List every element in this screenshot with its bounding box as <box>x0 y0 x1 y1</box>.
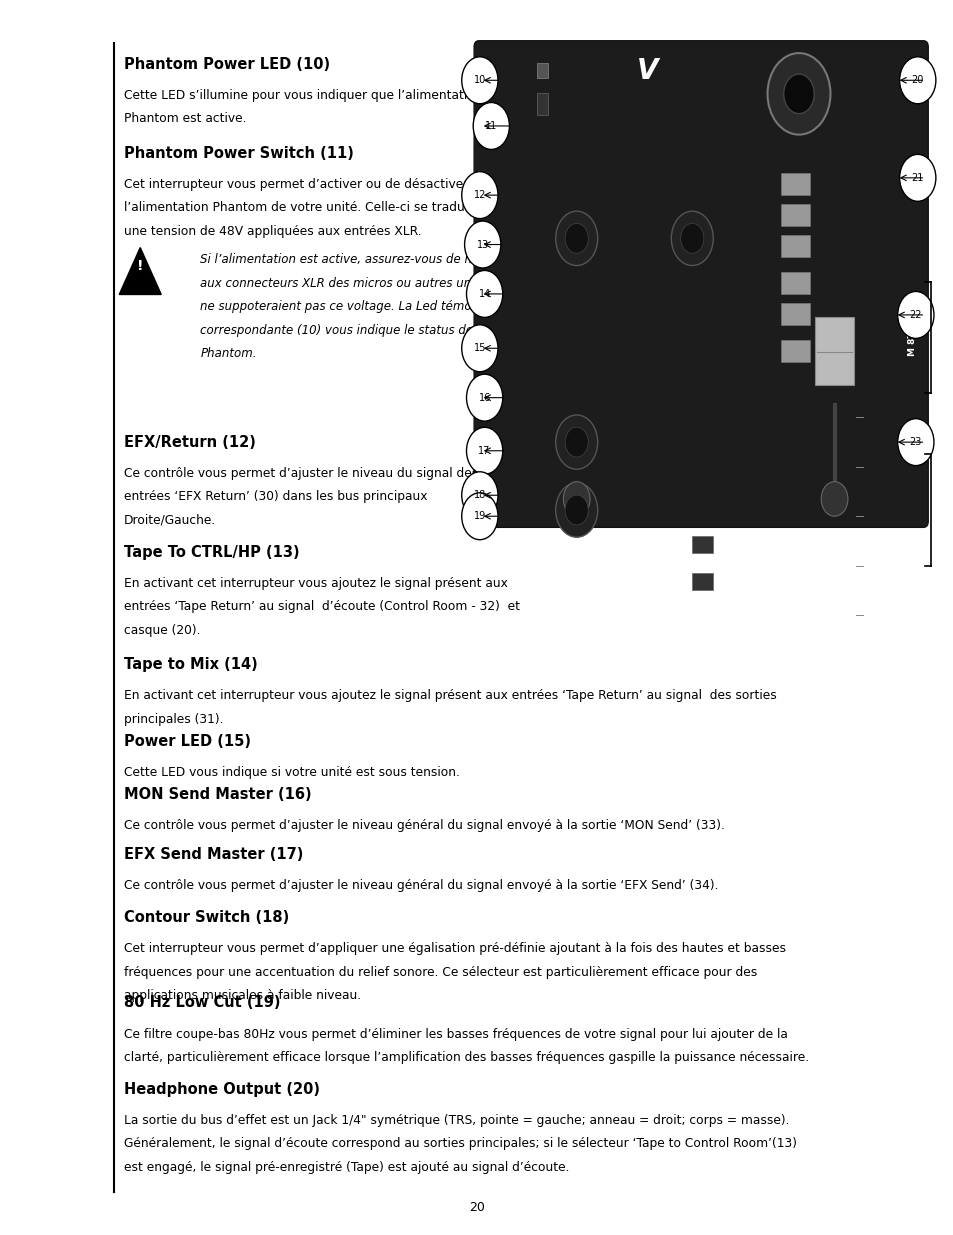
Text: casque (20).: casque (20). <box>124 624 200 637</box>
Bar <box>781 204 809 226</box>
Text: Droite/Gauche.: Droite/Gauche. <box>124 514 216 527</box>
Text: Ce contrôle vous permet d’ajuster le niveau général du signal envoyé à la sortie: Ce contrôle vous permet d’ajuster le niv… <box>124 819 724 832</box>
Text: !: ! <box>137 259 143 273</box>
Circle shape <box>680 224 703 253</box>
Text: La sortie du bus d’effet est un Jack 1/4" symétrique (TRS, pointe = gauche; anne: La sortie du bus d’effet est un Jack 1/4… <box>124 1114 789 1128</box>
Text: Cet interrupteur vous permet d’activer ou de désactiver: Cet interrupteur vous permet d’activer o… <box>124 178 468 191</box>
Circle shape <box>461 57 497 104</box>
Circle shape <box>556 415 598 469</box>
Circle shape <box>899 154 935 201</box>
Text: Cette LED s’illumine pour vous indiquer que l’alimentation: Cette LED s’illumine pour vous indiquer … <box>124 89 482 103</box>
Bar <box>537 93 548 115</box>
Text: M 8TE: M 8TE <box>906 326 916 357</box>
Circle shape <box>564 495 588 525</box>
Text: entrées ‘Tape Return’ au signal  d’écoute (Control Room - 32)  et: entrées ‘Tape Return’ au signal d’écoute… <box>124 600 519 614</box>
Text: une tension de 48V appliquées aux entrées XLR.: une tension de 48V appliquées aux entrée… <box>124 225 421 238</box>
Text: fréquences pour une accentuation du relief sonore. Ce sélecteur est particulière: fréquences pour une accentuation du reli… <box>124 966 757 979</box>
Text: Ce contrôle vous permet d’ajuster le niveau du signal des: Ce contrôle vous permet d’ajuster le niv… <box>124 467 477 480</box>
Circle shape <box>897 419 933 466</box>
Text: 11: 11 <box>485 121 497 131</box>
Text: 16: 16 <box>478 393 490 403</box>
Bar <box>781 303 809 325</box>
Circle shape <box>821 482 847 516</box>
Text: Phantom Power Switch (11): Phantom Power Switch (11) <box>124 146 354 161</box>
Text: 20: 20 <box>911 75 923 85</box>
Circle shape <box>461 172 497 219</box>
Circle shape <box>461 472 497 519</box>
Circle shape <box>899 57 935 104</box>
Text: Tape To CTRL/HP (13): Tape To CTRL/HP (13) <box>124 545 299 559</box>
Text: 22: 22 <box>908 310 922 320</box>
Text: Tape to Mix (14): Tape to Mix (14) <box>124 657 257 672</box>
Bar <box>781 235 809 257</box>
Text: 13: 13 <box>476 240 488 249</box>
Circle shape <box>556 211 598 266</box>
Text: 14: 14 <box>478 289 490 299</box>
Text: Cette LED vous indique si votre unité est sous tension.: Cette LED vous indique si votre unité es… <box>124 766 459 779</box>
Text: Phantom Power LED (10): Phantom Power LED (10) <box>124 57 330 72</box>
Text: En activant cet interrupteur vous ajoutez le signal présent aux: En activant cet interrupteur vous ajoute… <box>124 577 507 590</box>
Circle shape <box>897 291 933 338</box>
Text: 18: 18 <box>474 490 485 500</box>
Circle shape <box>466 427 502 474</box>
Bar <box>815 317 853 385</box>
Text: Cet interrupteur vous permet d’appliquer une égalisation pré-définie ajoutant à : Cet interrupteur vous permet d’appliquer… <box>124 942 785 956</box>
Bar <box>781 340 809 362</box>
Text: 20: 20 <box>469 1202 484 1214</box>
Text: 15: 15 <box>474 343 485 353</box>
Circle shape <box>563 482 590 516</box>
Bar <box>781 173 809 195</box>
Text: Power LED (15): Power LED (15) <box>124 734 251 748</box>
Circle shape <box>466 374 502 421</box>
FancyBboxPatch shape <box>474 41 927 527</box>
Bar <box>692 536 713 553</box>
Circle shape <box>466 270 502 317</box>
Text: principales (31).: principales (31). <box>124 713 223 726</box>
Text: est engagé, le signal pré-enregistré (Tape) est ajouté au signal d’écoute.: est engagé, le signal pré-enregistré (Ta… <box>124 1161 569 1174</box>
Circle shape <box>473 103 509 149</box>
Circle shape <box>461 325 497 372</box>
Text: Ce filtre coupe-bas 80Hz vous permet d’éliminer les basses fréquences de votre s: Ce filtre coupe-bas 80Hz vous permet d’é… <box>124 1028 787 1041</box>
Text: entrées ‘EFX Return’ (30) dans les bus principaux: entrées ‘EFX Return’ (30) dans les bus p… <box>124 490 427 504</box>
Text: 19: 19 <box>474 511 485 521</box>
Text: 23: 23 <box>909 437 921 447</box>
Text: applications musicales à faible niveau.: applications musicales à faible niveau. <box>124 989 361 1003</box>
Text: 10: 10 <box>474 75 485 85</box>
Circle shape <box>556 483 598 537</box>
Text: clarté, particulièrement efficace lorsque l’amplification des basses fréquences : clarté, particulièrement efficace lorsqu… <box>124 1051 808 1065</box>
Text: V: V <box>637 57 658 85</box>
Text: Ce contrôle vous permet d’ajuster le niveau général du signal envoyé à la sortie: Ce contrôle vous permet d’ajuster le niv… <box>124 879 718 893</box>
Text: l’alimentation Phantom de votre unité. Celle-ci se traduit par: l’alimentation Phantom de votre unité. C… <box>124 201 497 215</box>
Bar <box>692 573 713 590</box>
Text: 80 Hz Low Cut (19): 80 Hz Low Cut (19) <box>124 995 280 1010</box>
Text: EFX Send Master (17): EFX Send Master (17) <box>124 847 303 862</box>
Text: ne suppoteraient pas ce voltage. La Led témoin: ne suppoteraient pas ce voltage. La Led … <box>200 300 482 314</box>
Text: 12: 12 <box>474 190 485 200</box>
Text: MON Send Master (16): MON Send Master (16) <box>124 787 312 802</box>
Bar <box>781 272 809 294</box>
Bar <box>537 63 548 78</box>
Circle shape <box>461 493 497 540</box>
Circle shape <box>671 211 713 266</box>
Text: Phantom.: Phantom. <box>200 347 256 361</box>
Circle shape <box>767 53 830 135</box>
Text: correspondante (10) vous indique le status de l’alimentation: correspondante (10) vous indique le stat… <box>200 324 558 337</box>
Circle shape <box>464 221 500 268</box>
Text: 17: 17 <box>478 446 490 456</box>
Text: EFX/Return (12): EFX/Return (12) <box>124 435 255 450</box>
Text: Contour Switch (18): Contour Switch (18) <box>124 910 289 925</box>
Circle shape <box>564 224 588 253</box>
Circle shape <box>783 74 814 114</box>
Text: Phantom est active.: Phantom est active. <box>124 112 246 126</box>
Text: Si l’alimentation est active, assurez-vous de ne pas connecter: Si l’alimentation est active, assurez-vo… <box>200 253 567 267</box>
Text: Headphone Output (20): Headphone Output (20) <box>124 1082 319 1097</box>
Text: En activant cet interrupteur vous ajoutez le signal présent aux entrées ‘Tape Re: En activant cet interrupteur vous ajoute… <box>124 689 776 703</box>
Circle shape <box>564 427 588 457</box>
Text: Généralement, le signal d’écoute correspond au sorties principales; si le sélect: Généralement, le signal d’écoute corresp… <box>124 1137 796 1151</box>
Text: 21: 21 <box>911 173 923 183</box>
Text: aux connecteurs XLR des micros ou autres unités de signal qui: aux connecteurs XLR des micros ou autres… <box>200 277 572 290</box>
Polygon shape <box>119 247 161 294</box>
